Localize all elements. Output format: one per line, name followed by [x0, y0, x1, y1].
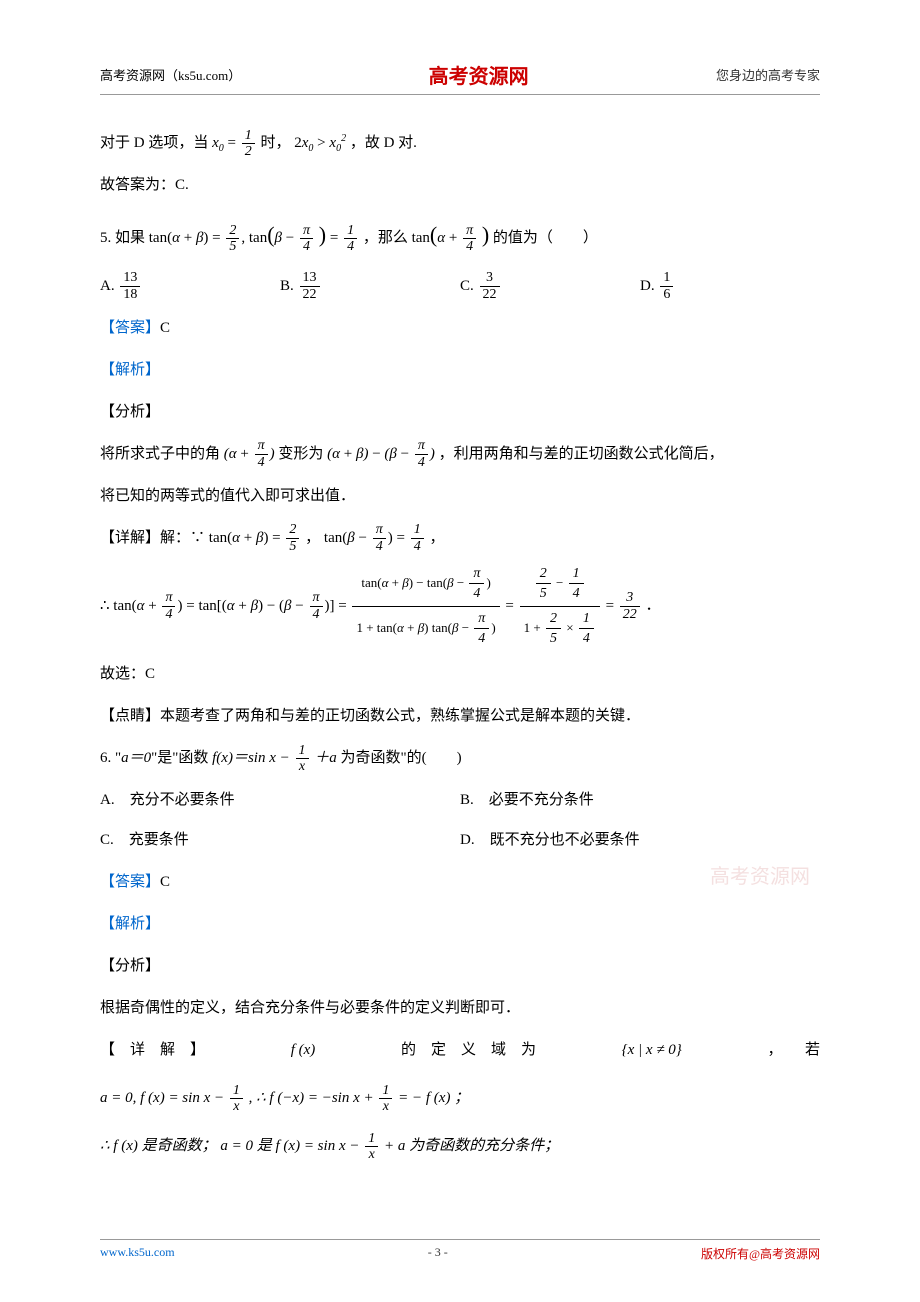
q5-option-c: C. 322 [460, 268, 640, 304]
footer-page-number: - 3 - [428, 1245, 448, 1262]
q6-detail-1: 【 详 解 】 f (x) 的 定 义 域 为 {x | x ≠ 0} ， 若 [100, 1032, 820, 1068]
text: 对于 D 选项，当 [100, 135, 208, 151]
math-expr: 2x0 > x02 [294, 135, 350, 151]
q5-analysis-1: 将所求式子中的角 (α + π4) 变形为 (α + β) − (β − π4)… [100, 436, 820, 472]
q5-detail-2: ∴ tan(α + π4) = tan[(α + β) − (β − π4)] … [100, 562, 820, 651]
q6-detail-2: a = 0, f (x) = sin x − 1x , ∴ f (−x) = −… [100, 1080, 820, 1116]
text: 时， [260, 135, 290, 151]
q6-options-row1: A. 充分不必要条件 B. 必要不充分条件 [100, 782, 820, 818]
header-left: 高考资源网（ks5u.com） [100, 65, 241, 84]
q5-jiexi-label: 【解析】 [100, 352, 820, 388]
page-header: 高考资源网（ks5u.com） 高考资源网 您身边的高考专家 [100, 60, 820, 95]
q5-dianjing: 【点睛】本题考查了两角和与差的正切函数公式，熟练掌握公式是解本题的关键． [100, 698, 820, 734]
header-right: 您身边的高考专家 [716, 65, 820, 84]
page-footer: www.ks5u.com - 3 - 版权所有@高考资源网 [100, 1239, 820, 1262]
q6-answer: 【答案】C [100, 864, 820, 900]
q6-jiexi-label: 【解析】 [100, 906, 820, 942]
math-expr: tan(α + π4 ) [412, 230, 493, 246]
q4-answer-line: 故答案为：C. [100, 167, 820, 203]
q5-option-d: D. 16 [640, 268, 820, 304]
text: 的值为（ ） [493, 230, 598, 246]
q6-option-b: B. 必要不充分条件 [460, 782, 820, 818]
answer-value: C [160, 320, 170, 336]
q5-fenxi-label: 【分析】 [100, 394, 820, 430]
q5-answer: 【答案】C [100, 310, 820, 346]
footer-copyright: 版权所有@高考资源网 [701, 1245, 820, 1262]
q6-fenxi-label: 【分析】 [100, 948, 820, 984]
document-body: 对于 D 选项，当 x0 = 12 时， 2x0 > x02 ，故 D 对. 故… [100, 125, 820, 1164]
q5-analysis-2: 将已知的两等式的值代入即可求出值． [100, 478, 820, 514]
math-expr: x0 = 12 [212, 135, 260, 151]
q5-options: A. 1318 B. 1322 C. 322 D. 16 [100, 268, 820, 304]
q5-option-b: B. 1322 [280, 268, 460, 304]
answer-label: 【答案】 [100, 320, 160, 336]
q4-option-d-line: 对于 D 选项，当 x0 = 12 时， 2x0 > x02 ，故 D 对. [100, 125, 820, 161]
math-expr: tan(α + β) = 25, tan(β − π4 ) = 14 [149, 230, 363, 246]
q5-choose: 故选：C [100, 656, 820, 692]
answer-value: C [160, 874, 170, 890]
q5-detail-1: 【详解】解：∵ tan(α + β) = 25 ， tan(β − π4) = … [100, 520, 820, 556]
text: ，那么 [363, 230, 408, 246]
q6-options-row2: C. 充要条件 D. 既不充分也不必要条件 [100, 822, 820, 858]
q6-option-a: A. 充分不必要条件 [100, 782, 460, 818]
q6-stem: 6. "a＝0"是"函数 f(x)＝sin x − 1x ＋a 为奇函数"的( … [100, 740, 820, 776]
answer-label: 【答案】 [100, 874, 160, 890]
header-center-logo: 高考资源网 [429, 60, 529, 89]
q6-analysis: 根据奇偶性的定义，结合充分条件与必要条件的定义判断即可． [100, 990, 820, 1026]
text: ，故 D 对. [350, 135, 417, 151]
q6-option-d: D. 既不充分也不必要条件 [460, 822, 820, 858]
footer-url: www.ks5u.com [100, 1245, 175, 1262]
text: 5. 如果 [100, 230, 145, 246]
q6-option-c: C. 充要条件 [100, 822, 460, 858]
q5-stem: 5. 如果 tan(α + β) = 25, tan(β − π4 ) = 14… [100, 209, 820, 262]
q5-option-a: A. 1318 [100, 268, 280, 304]
q6-detail-3: ∴ f (x) 是奇函数； a = 0 是 f (x) = sin x − 1x… [100, 1128, 820, 1164]
